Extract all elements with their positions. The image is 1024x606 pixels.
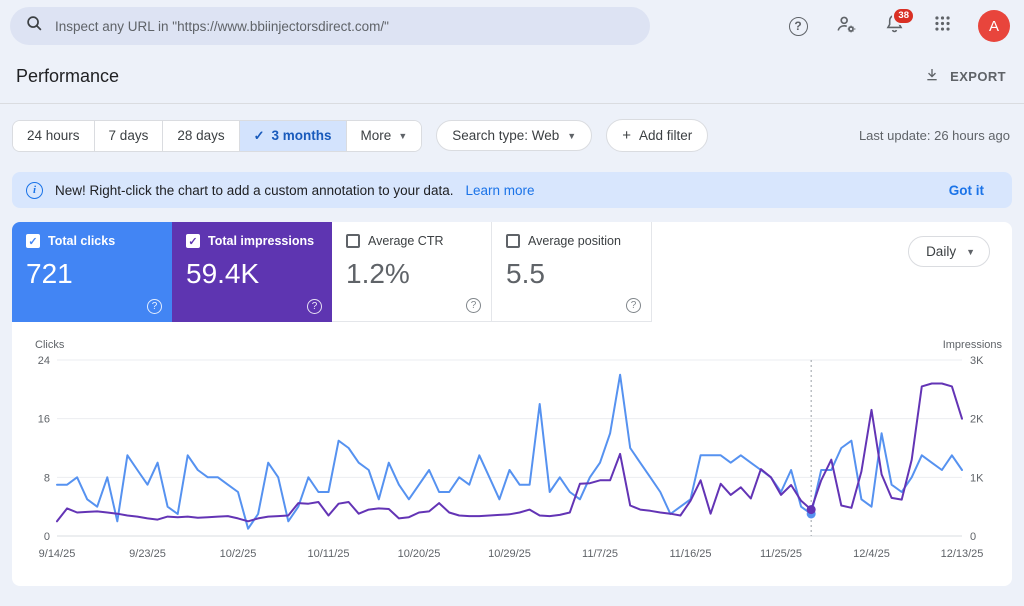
banner-text: New! Right-click the chart to add a cust… xyxy=(55,182,454,198)
help-icon: ? xyxy=(788,16,808,36)
help-icon[interactable]: ? xyxy=(466,298,481,313)
svg-text:11/16/25: 11/16/25 xyxy=(669,548,711,560)
top-bar: ? 38 xyxy=(0,0,1024,52)
svg-text:9/23/25: 9/23/25 xyxy=(129,548,166,560)
metric-label: Total clicks xyxy=(48,234,116,248)
metric-label: Total impressions xyxy=(208,234,315,248)
help-button[interactable]: ? xyxy=(786,14,810,38)
svg-text:10/11/25: 10/11/25 xyxy=(307,548,349,560)
average-position-card[interactable]: Average position 5.5 ? xyxy=(492,222,652,322)
user-settings-button[interactable] xyxy=(834,14,858,38)
export-label: EXPORT xyxy=(950,69,1006,84)
metric-label: Average position xyxy=(528,234,621,248)
svg-text:2K: 2K xyxy=(970,414,984,426)
total-clicks-card[interactable]: ✓ Total clicks 721 ? xyxy=(12,222,172,322)
chevron-down-icon: ▼ xyxy=(398,130,408,141)
search-type-dropdown[interactable]: Search type: Web ▼ xyxy=(436,120,593,151)
info-icon: i xyxy=(26,181,43,199)
apps-grid-icon xyxy=(933,14,952,38)
account-avatar[interactable]: A xyxy=(978,10,1010,42)
date-range-label: 3 months xyxy=(271,128,332,143)
svg-text:Clicks: Clicks xyxy=(35,340,65,351)
average-ctr-card[interactable]: Average CTR 1.2% ? xyxy=(332,222,492,322)
download-icon xyxy=(924,67,940,86)
svg-text:16: 16 xyxy=(38,414,50,426)
add-filter-button[interactable]: + Add filter xyxy=(606,119,709,152)
annotation-banner: i New! Right-click the chart to add a cu… xyxy=(12,172,1012,208)
url-inspect-searchbar[interactable] xyxy=(10,7,650,45)
date-range-24-hours[interactable]: 24 hours xyxy=(13,120,95,151)
date-range-7-days[interactable]: 7 days xyxy=(94,120,164,151)
svg-text:10/2/25: 10/2/25 xyxy=(220,548,257,560)
page-title: Performance xyxy=(16,66,120,86)
date-range-label: 24 hours xyxy=(27,128,80,143)
help-icon[interactable]: ? xyxy=(626,298,641,313)
metric-value: 5.5 xyxy=(506,258,545,289)
svg-text:Impressions: Impressions xyxy=(943,340,1003,351)
got-it-button[interactable]: Got it xyxy=(948,182,984,198)
svg-text:9/14/25: 9/14/25 xyxy=(39,548,76,560)
filters-row: 24 hours 7 days 28 days ✓ 3 months More … xyxy=(0,104,1024,164)
metric-label: Average CTR xyxy=(368,234,444,248)
checkmark-icon: ✓ xyxy=(253,127,265,143)
checkbox-unchecked-icon[interactable] xyxy=(346,234,360,248)
last-update-text: Last update: 26 hours ago xyxy=(858,128,1010,143)
plus-icon: + xyxy=(622,127,631,144)
date-range-group: 24 hours 7 days 28 days ✓ 3 months More … xyxy=(12,119,423,152)
svg-text:10/20/25: 10/20/25 xyxy=(398,548,441,560)
export-button[interactable]: EXPORT xyxy=(924,67,1006,86)
notifications-button[interactable]: 38 xyxy=(882,7,915,38)
checkbox-checked-icon[interactable]: ✓ xyxy=(26,234,40,248)
checkbox-checked-icon[interactable]: ✓ xyxy=(186,234,200,248)
svg-text:24: 24 xyxy=(38,355,50,367)
date-range-more[interactable]: More ▼ xyxy=(346,120,422,151)
date-range-label: 7 days xyxy=(108,128,149,143)
metric-cards: ✓ Total clicks 721 ? ✓ Total impressions… xyxy=(12,222,1012,322)
svg-text:10/29/25: 10/29/25 xyxy=(488,548,531,560)
url-inspect-input[interactable] xyxy=(55,18,634,34)
total-impressions-card[interactable]: ✓ Total impressions 59.4K ? xyxy=(172,222,332,322)
metric-value: 1.2% xyxy=(346,258,410,289)
svg-text:0: 0 xyxy=(970,531,976,543)
granularity-dropdown[interactable]: Daily ▼ xyxy=(908,236,990,267)
svg-text:3K: 3K xyxy=(970,355,984,367)
svg-text:0: 0 xyxy=(44,531,50,543)
svg-text:8: 8 xyxy=(44,472,50,484)
svg-text:12/4/25: 12/4/25 xyxy=(853,548,890,560)
date-range-label: More xyxy=(360,128,392,143)
date-range-label: 28 days xyxy=(177,128,225,143)
help-icon[interactable]: ? xyxy=(147,299,162,314)
notification-badge: 38 xyxy=(892,7,915,25)
clicks-impressions-line-chart[interactable]: 24 3K 16 2K 8 1K 0 0 Clicks Impressions 9/14/25 9/2… xyxy=(12,339,1012,580)
checkbox-unchecked-icon[interactable] xyxy=(506,234,520,248)
granularity-label: Daily xyxy=(926,244,957,259)
learn-more-link[interactable]: Learn more xyxy=(465,182,535,198)
apps-grid-button[interactable] xyxy=(930,14,954,38)
add-filter-label: Add filter xyxy=(638,128,693,143)
search-icon xyxy=(26,15,43,37)
user-gear-icon xyxy=(835,13,857,40)
performance-panel: ✓ Total clicks 721 ? ✓ Total impressions… xyxy=(12,222,1012,586)
date-range-28-days[interactable]: 28 days xyxy=(163,120,240,151)
chevron-down-icon: ▼ xyxy=(567,130,577,141)
help-icon[interactable]: ? xyxy=(307,299,322,314)
metric-value: 721 xyxy=(26,258,73,289)
date-range-3-months[interactable]: ✓ 3 months xyxy=(239,120,347,151)
metric-value: 59.4K xyxy=(186,258,260,289)
performance-chart[interactable]: 24 3K 16 2K 8 1K 0 0 Clicks Impressions 9/14/25 9/2… xyxy=(12,322,1012,585)
page-header: Performance EXPORT xyxy=(0,52,1024,104)
topbar-actions: ? 38 xyxy=(786,7,1010,42)
svg-text:1K: 1K xyxy=(970,472,984,484)
chevron-down-icon: ▼ xyxy=(966,246,975,257)
svg-text:12/13/25: 12/13/25 xyxy=(941,548,984,560)
svg-text:11/25/25: 11/25/25 xyxy=(760,548,802,560)
search-type-label: Search type: Web xyxy=(452,128,560,143)
svg-text:11/7/25: 11/7/25 xyxy=(582,548,618,560)
